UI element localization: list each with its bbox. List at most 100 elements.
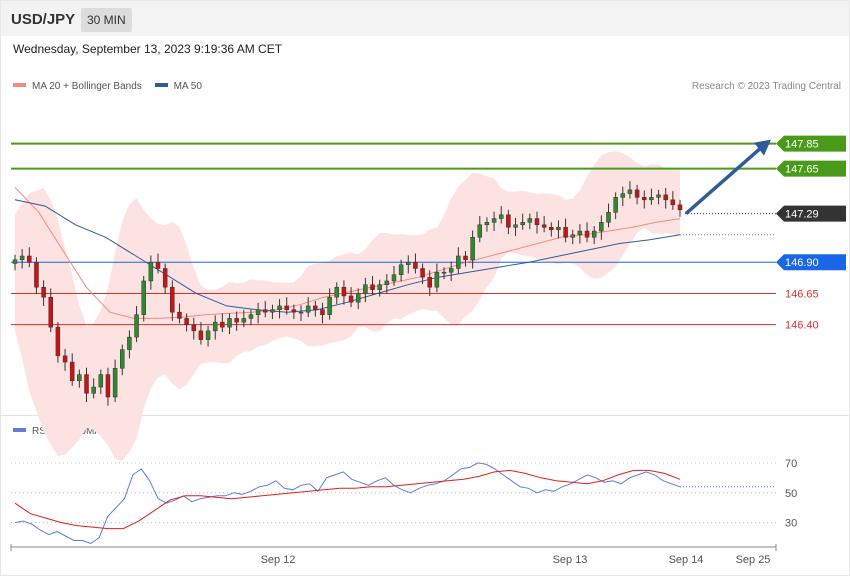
rsi-tick-50: 50: [785, 488, 797, 500]
candle-body: [563, 227, 568, 238]
candle-body: [227, 318, 232, 328]
candle-body: [584, 230, 590, 238]
candle-body: [34, 261, 39, 288]
candle-body: [255, 309, 261, 315]
level-label-147.29: 147.29: [785, 209, 819, 221]
candle-body: [41, 286, 46, 298]
rsi-tick-30: 30: [785, 518, 797, 530]
candle-body: [241, 318, 247, 323]
candle-body: [55, 326, 61, 357]
candle-body: [677, 204, 683, 211]
candle-body: [491, 218, 497, 223]
legend-item-rsi: RSI: [13, 426, 49, 437]
candle-body: [456, 255, 461, 269]
research-credit: Research © 2023 Trading Central: [691, 81, 841, 92]
candle-body: [406, 261, 411, 265]
candle-body: [641, 197, 647, 201]
candle-body: [334, 286, 340, 298]
candle-body: [120, 349, 125, 369]
level-tag-147.29: [776, 205, 846, 222]
chart-datetime: Wednesday, September 13, 2023 9:19:36 AM…: [13, 42, 283, 56]
candle-body: [77, 374, 82, 382]
candle-body: [98, 374, 104, 388]
ma50-line: [14, 199, 681, 313]
candle-body: [377, 284, 382, 290]
level-label-146.40: 146.40: [785, 320, 819, 332]
candle-body: [520, 222, 525, 226]
candle-body: [177, 311, 182, 319]
level-label-146.90: 146.90: [785, 257, 819, 269]
candle-body: [441, 271, 447, 274]
candle-body: [534, 218, 540, 226]
candle-body: [320, 309, 325, 315]
rsi-line: [14, 462, 681, 545]
candle-body: [484, 222, 490, 226]
candle-body: [184, 318, 189, 325]
candle-body: [313, 305, 318, 310]
candle-body: [384, 280, 390, 285]
candle-body: [549, 227, 554, 231]
candle-body: [327, 296, 332, 315]
legend-swatch: [13, 83, 26, 88]
candle-body: [270, 309, 275, 313]
candle-body: [212, 321, 218, 332]
x-tick-label: Sep 13: [553, 554, 588, 566]
candle-body: [506, 214, 511, 228]
candle-body: [670, 199, 676, 206]
x-tick-label: Sep 12: [261, 554, 296, 566]
timeframe-badge[interactable]: 30 MIN: [81, 8, 132, 32]
candle-body: [391, 274, 397, 282]
rsi-tick-70: 70: [785, 458, 797, 470]
candle-body: [155, 261, 161, 269]
candle-body: [634, 189, 640, 198]
main-legend: MA 20 + Bollinger Bands MA 50: [13, 81, 202, 92]
candle-body: [620, 193, 626, 198]
candle-body: [263, 309, 268, 313]
candle-body: [27, 255, 32, 263]
candle-body: [463, 255, 468, 260]
candle-body: [62, 355, 68, 363]
candle-body: [420, 268, 425, 278]
candle-body: [591, 230, 597, 238]
candle-body: [48, 296, 54, 328]
candle-body: [127, 336, 132, 350]
candle-body: [541, 224, 547, 228]
candle-body: [599, 222, 604, 232]
candle-body: [434, 271, 440, 288]
candle-body: [606, 212, 611, 223]
legend-item-ma50: MA 50: [154, 81, 202, 92]
candle-body: [427, 276, 432, 288]
legend-swatch: [13, 428, 26, 433]
level-label-147.85: 147.85: [785, 139, 819, 151]
candle-body: [91, 386, 96, 394]
candle-body: [656, 194, 661, 198]
ma20-line: [14, 187, 681, 319]
candle-body: [341, 286, 347, 297]
panel-divider: [1, 415, 849, 416]
level-tag-147.65: [776, 160, 846, 177]
candle-body: [498, 214, 504, 219]
rsi-9ma-line: [14, 469, 681, 530]
symbol-label: USD/JPY: [11, 11, 76, 28]
candle-body: [12, 259, 18, 264]
candle-body: [69, 361, 75, 382]
candle-body: [370, 284, 375, 290]
level-label-146.65: 146.65: [785, 288, 819, 300]
candle-body: [570, 234, 575, 238]
candle-body: [513, 224, 518, 228]
legend-item-ma20: MA 20 + Bollinger Bands: [13, 81, 142, 92]
level-tag-146.90: [776, 254, 846, 271]
candle-body: [170, 286, 175, 313]
bollinger-band: [15, 150, 680, 461]
candle-body: [191, 324, 197, 332]
level-tag-147.85: [776, 135, 846, 152]
projection-arrow-line: [684, 147, 762, 215]
candle-body: [220, 321, 225, 328]
candle-body: [105, 374, 111, 398]
candle-body: [613, 197, 618, 213]
candle-body: [663, 194, 668, 201]
candle-body: [148, 261, 154, 282]
candle-body: [162, 268, 168, 288]
candle-body: [234, 318, 239, 323]
